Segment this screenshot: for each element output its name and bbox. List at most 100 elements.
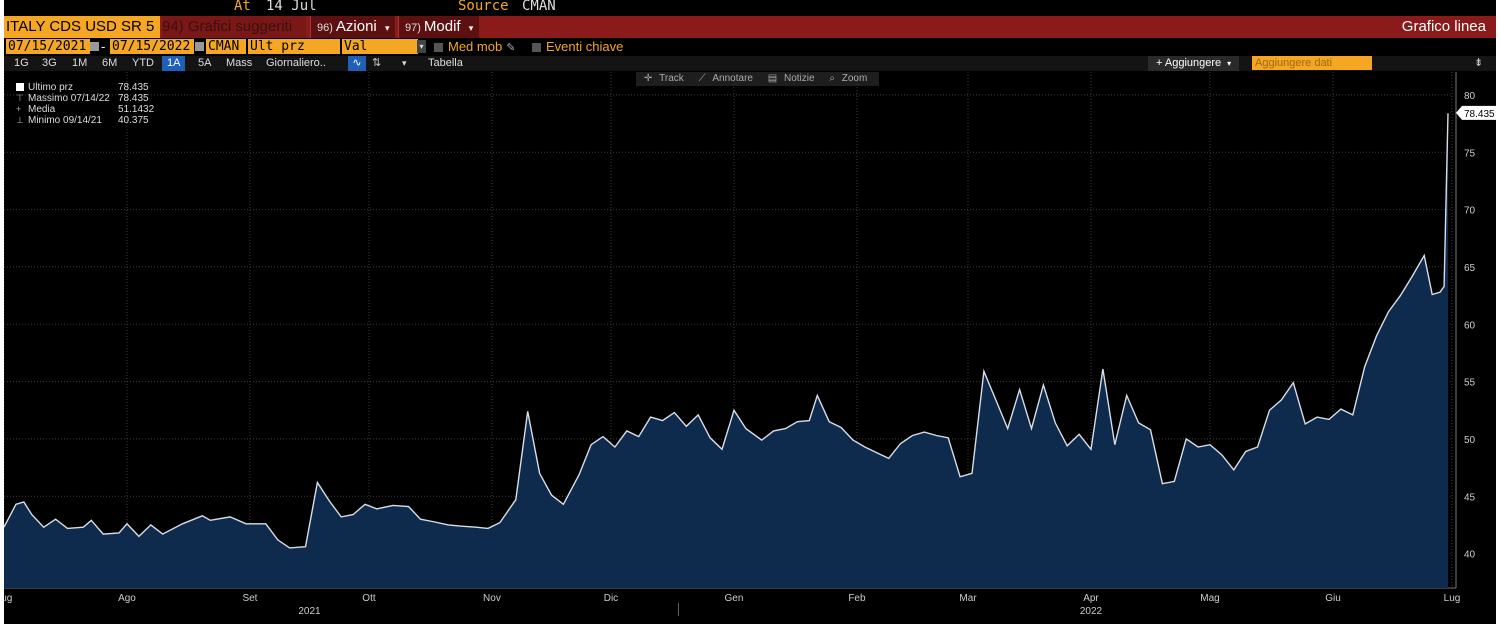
modif-label: Modif: [423, 18, 461, 35]
track-tool[interactable]: ✛ Track: [644, 73, 684, 84]
legend-average-value: 51.1432: [118, 104, 155, 115]
actions-label: Azioni: [335, 18, 377, 35]
key-events-label: Eventi chiave: [546, 39, 624, 54]
series-area: [4, 113, 1448, 589]
end-date-field[interactable]: 07/15/2022: [110, 39, 194, 54]
y-tick-label: 40: [1464, 550, 1476, 561]
x-tick-label: Ago: [118, 593, 136, 604]
chevron-down-icon: ▾: [468, 23, 474, 33]
x-tick-label: Apr: [1083, 593, 1099, 604]
news-tool[interactable]: ▤ Notizie: [767, 73, 815, 84]
average-marker-icon: +: [16, 104, 22, 114]
calendar-icon[interactable]: [90, 42, 99, 51]
toolbar: ITALY CDS USD SR 5 94) Grafici suggeriti…: [4, 16, 1496, 38]
chart-tools: ✛ Track ⟋ Annotare ▤ Notizie ⌕ Zoom: [636, 72, 880, 86]
y-tick-label: 45: [1464, 492, 1476, 503]
year-label: 2022: [1080, 606, 1103, 617]
ticker-field[interactable]: ITALY CDS USD SR 5: [4, 16, 160, 38]
modif-number: 97): [405, 22, 421, 34]
at-label: At: [234, 0, 251, 14]
pencil-icon[interactable]: ✎: [506, 42, 516, 54]
annotate-tool[interactable]: ⟋ Annotare: [698, 73, 753, 84]
chevron-down-icon[interactable]: ▾: [402, 58, 407, 68]
period-5a[interactable]: 5A: [198, 57, 212, 69]
series-line: [4, 113, 1449, 549]
x-tick-label: Mar: [959, 593, 977, 604]
last-value-label: 78.435: [1464, 109, 1495, 120]
add-button[interactable]: + Aggiungere ▾: [1148, 56, 1240, 71]
line-chart-icon[interactable]: ∿: [348, 56, 366, 71]
at-value: 14 Jul: [266, 0, 317, 14]
zoom-tool[interactable]: ⌕ Zoom: [829, 73, 868, 84]
legend-high-label: Massimo 07/14/22: [28, 93, 110, 104]
key-events-toggle[interactable]: Eventi chiave: [532, 39, 623, 54]
period-1a[interactable]: 1A: [162, 56, 186, 71]
header-line: At 14 Jul Source CMAN: [4, 0, 1496, 16]
y-tick-label: 50: [1464, 435, 1476, 446]
actions-number: 96): [317, 22, 333, 34]
suggested-charts-button[interactable]: 94) Grafici suggeriti: [162, 16, 306, 38]
year-label: 2021: [298, 606, 321, 617]
y-tick-label: 55: [1464, 378, 1476, 389]
x-tick-label: Feb: [848, 593, 866, 604]
chart-style-icon[interactable]: ⇅: [372, 57, 382, 69]
x-tick-label: Set: [242, 593, 257, 604]
period-toolbar: 1G 3G 1M 6M YTD 1A 5A Mass Giornaliero..…: [4, 56, 1496, 71]
checkbox-icon: [434, 43, 443, 52]
chevron-down-icon[interactable]: ▾: [417, 40, 426, 53]
x-tick-label: Mag: [1200, 593, 1219, 604]
date-separator: -: [101, 39, 106, 54]
options-menu-icon[interactable]: ⇟: [1474, 57, 1484, 69]
x-tick-label: Lug: [4, 593, 12, 604]
x-tick-label: Nov: [483, 593, 501, 604]
annotate-label: Annotare: [712, 73, 753, 84]
last-value-tag: [1462, 105, 1496, 120]
add-button-label: + Aggiungere: [1156, 57, 1222, 69]
chevron-down-icon: ▾: [384, 23, 390, 33]
legend-last-value: 78.435: [118, 82, 149, 93]
legend-low-value: 40.375: [118, 115, 149, 126]
zoom-label: Zoom: [841, 73, 868, 84]
high-marker-icon: ⊤: [16, 93, 24, 103]
period-ytd[interactable]: YTD: [132, 57, 154, 69]
price-chart[interactable]: 40 45 50 55 60 65 70 75 80 Lug Ago Set Ott Nov Dic Gen F…: [4, 0, 1496, 624]
moving-average-label: Med mob: [448, 39, 503, 54]
period-1g[interactable]: 1G: [14, 57, 29, 69]
checkbox-icon: [532, 43, 541, 52]
source-value: CMAN: [522, 0, 556, 14]
chevron-down-icon: ▾: [1227, 59, 1232, 68]
news-label: Notizie: [783, 73, 815, 84]
period-1m[interactable]: 1M: [72, 57, 88, 69]
add-data-input[interactable]: Aggiungere dati: [1252, 56, 1372, 70]
frequency-selector[interactable]: Giornaliero..: [266, 57, 326, 69]
terminal-window: At 14 Jul Source CMAN ITALY CDS USD SR 5…: [4, 0, 1496, 624]
field-selector[interactable]: Ult prz: [248, 39, 340, 54]
period-3g[interactable]: 3G: [42, 57, 57, 69]
chart-type-title: Grafico linea: [1401, 18, 1486, 35]
legend-last-label: Ultimo prz: [28, 82, 74, 93]
legend-high-value: 78.435: [118, 93, 149, 104]
x-tick-label: Dic: [604, 593, 618, 604]
y-tick-label: 65: [1464, 263, 1476, 274]
moving-average-toggle[interactable]: Med mob ✎: [434, 39, 515, 54]
x-tick-label: Giu: [1325, 593, 1341, 604]
start-date-field[interactable]: 07/15/2021: [6, 39, 90, 54]
last-value-pointer: [1456, 105, 1462, 120]
calendar-icon[interactable]: [195, 42, 204, 51]
period-mass[interactable]: Mass: [226, 57, 253, 69]
track-label: Track: [659, 73, 684, 84]
legend-low-label: Minimo 09/14/21: [28, 115, 102, 126]
actions-menu[interactable]: 96) Azioni ▾: [310, 16, 396, 38]
period-6m[interactable]: 6M: [102, 57, 118, 69]
modif-menu[interactable]: 97) Modif ▾: [398, 16, 480, 38]
x-tick-label: Lug: [1444, 593, 1461, 604]
y-tick-label: 75: [1464, 148, 1476, 159]
source-field[interactable]: CMAN: [206, 39, 246, 54]
table-button[interactable]: Tabella: [428, 57, 463, 69]
x-tick-label: Ott: [362, 593, 376, 604]
series-swatch: [16, 83, 24, 91]
y-tick-label: 80: [1464, 91, 1476, 102]
low-marker-icon: ⊥: [16, 115, 24, 125]
x-tick-label: Gen: [724, 593, 743, 604]
y-tick-label: 70: [1464, 206, 1476, 217]
